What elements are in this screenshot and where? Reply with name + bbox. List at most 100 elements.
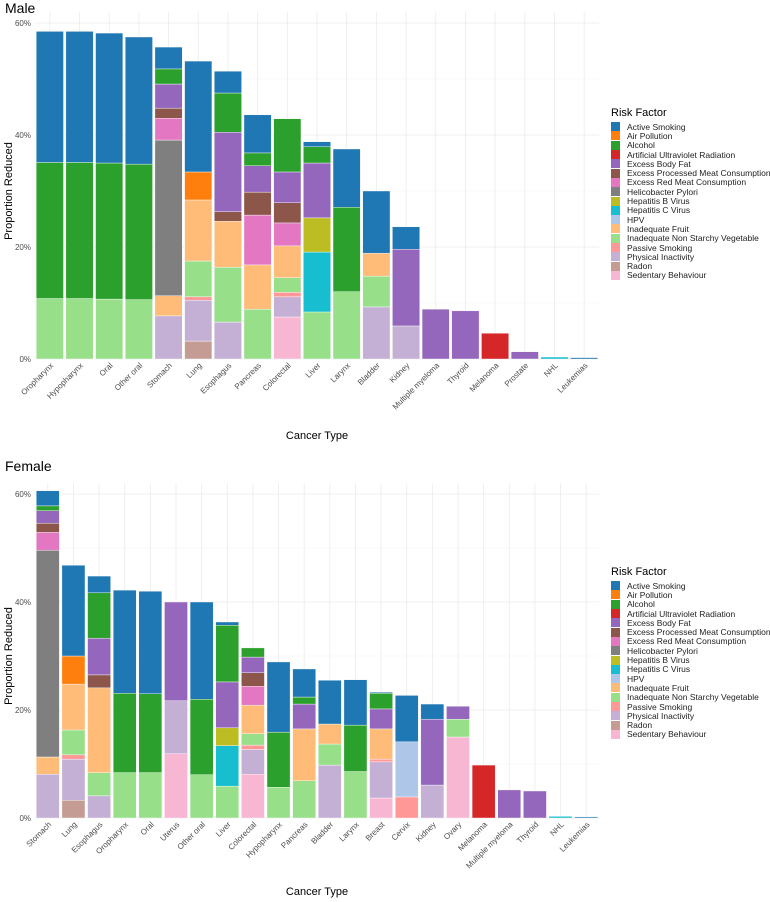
bar-segment-body-fat[interactable]	[303, 162, 331, 219]
bar-segment-body-fat[interactable]	[292, 703, 316, 730]
bar-segment-active-smoking[interactable]	[138, 590, 163, 694]
bar-segment-active-smoking[interactable]	[343, 679, 368, 726]
bar-segment-active-smoking[interactable]	[362, 190, 391, 254]
bar-segment-fruit[interactable]	[292, 728, 316, 781]
bar-oral[interactable]	[138, 590, 163, 819]
bar-prostate[interactable]	[510, 351, 539, 360]
bar-multiple-myeloma[interactable]	[497, 789, 522, 819]
bar-segment-radon[interactable]	[184, 340, 213, 360]
bar-segment-hep-b[interactable]	[303, 217, 331, 253]
bar-segment-fruit[interactable]	[214, 221, 242, 268]
bar-cervix[interactable]	[394, 695, 419, 819]
bar-segment-active-smoking[interactable]	[570, 357, 599, 360]
bar-segment-active-smoking[interactable]	[36, 490, 60, 507]
bar-segment-alcohol[interactable]	[214, 92, 242, 133]
bar-segment-fruit[interactable]	[318, 723, 342, 745]
bar-segment-veg[interactable]	[35, 298, 64, 360]
bar-lung[interactable]	[61, 565, 86, 819]
bar-segment-fruit[interactable]	[36, 756, 60, 775]
bar-bladder[interactable]	[318, 680, 342, 819]
bar-segment-body-fat[interactable]	[36, 510, 60, 524]
bar-esophagus[interactable]	[87, 575, 111, 819]
bar-segment-passive-smoking[interactable]	[273, 292, 302, 298]
bar-segment-alcohol[interactable]	[112, 693, 137, 773]
bar-segment-active-smoking[interactable]	[292, 668, 316, 698]
bar-segment-veg[interactable]	[343, 771, 368, 819]
bar-segment-active-smoking[interactable]	[394, 695, 419, 743]
bar-leukemias[interactable]	[574, 816, 598, 819]
bar-stomach[interactable]	[154, 46, 183, 360]
bar-segment-alcohol[interactable]	[125, 163, 153, 300]
bar-segment-hep-c[interactable]	[215, 745, 240, 787]
bar-segment-fruit[interactable]	[362, 252, 391, 277]
bar-segment-veg[interactable]	[61, 729, 86, 756]
bar-segment-inactivity[interactable]	[87, 795, 111, 819]
bar-segment-alcohol[interactable]	[36, 505, 60, 511]
bar-segment-red-meat[interactable]	[243, 214, 272, 266]
bar-segment-fruit[interactable]	[241, 704, 265, 734]
bar-segment-inactivity[interactable]	[214, 321, 242, 360]
bar-liver[interactable]	[215, 621, 240, 819]
bar-segment-active-smoking[interactable]	[154, 46, 183, 70]
bar-segment-veg[interactable]	[87, 772, 111, 797]
bar-segment-fruit[interactable]	[87, 687, 111, 773]
bar-hypopharynx[interactable]	[266, 661, 291, 819]
bar-segment-active-smoking[interactable]	[95, 32, 124, 164]
bar-segment-alcohol[interactable]	[332, 207, 361, 293]
bar-segment-sedentary[interactable]	[446, 736, 470, 819]
bar-segment-body-fat[interactable]	[154, 83, 183, 109]
bar-segment-processed-meat[interactable]	[214, 211, 242, 222]
bar-segment-active-smoking[interactable]	[65, 31, 94, 163]
bar-segment-body-fat[interactable]	[523, 790, 547, 819]
bar-segment-active-smoking[interactable]	[420, 703, 445, 720]
bar-segment-alcohol[interactable]	[303, 146, 331, 164]
bar-larynx[interactable]	[332, 148, 361, 360]
bar-segment-alcohol[interactable]	[95, 162, 124, 300]
bar-segment-alcohol[interactable]	[35, 162, 64, 299]
bar-segment-alcohol[interactable]	[154, 68, 183, 85]
bar-segment-active-smoking[interactable]	[61, 565, 86, 657]
bar-segment-active-smoking[interactable]	[112, 589, 137, 694]
bar-segment-alcohol[interactable]	[87, 592, 111, 639]
bar-segment-body-fat[interactable]	[451, 310, 480, 360]
bar-thyroid[interactable]	[523, 790, 547, 819]
bar-segment-veg[interactable]	[332, 291, 361, 360]
bar-segment-passive-smoking[interactable]	[241, 744, 265, 750]
bar-segment-body-fat[interactable]	[392, 249, 420, 327]
bar-segment-inactivity[interactable]	[241, 749, 265, 775]
bar-other-oral[interactable]	[189, 601, 214, 819]
bar-segment-radon[interactable]	[61, 799, 86, 819]
bar-multiple-myeloma[interactable]	[421, 308, 450, 360]
bar-segment-veg[interactable]	[112, 772, 137, 819]
bar-segment-hep-c[interactable]	[548, 816, 573, 819]
bar-segment-fruit[interactable]	[369, 728, 393, 760]
bar-segment-active-smoking[interactable]	[215, 621, 240, 626]
bar-segment-fruit[interactable]	[61, 683, 86, 731]
bar-segment-inactivity[interactable]	[392, 325, 420, 360]
bar-segment-active-smoking[interactable]	[369, 691, 393, 694]
bar-kidney[interactable]	[392, 226, 420, 360]
bar-segment-hpv[interactable]	[394, 741, 419, 798]
bar-segment-uv[interactable]	[481, 333, 509, 360]
bar-segment-active-smoking[interactable]	[125, 36, 153, 165]
bar-segment-passive-smoking[interactable]	[369, 758, 393, 763]
bar-stomach[interactable]	[36, 490, 60, 819]
bar-segment-active-smoking[interactable]	[303, 141, 331, 147]
bar-nhl[interactable]	[540, 356, 569, 360]
bar-oral[interactable]	[95, 32, 124, 360]
bar-bladder[interactable]	[362, 190, 391, 360]
bar-segment-veg[interactable]	[241, 733, 265, 746]
bar-segment-body-fat[interactable]	[164, 601, 188, 702]
bar-segment-veg[interactable]	[446, 718, 470, 738]
bar-segment-active-smoking[interactable]	[332, 148, 361, 208]
bar-segment-processed-meat[interactable]	[241, 672, 265, 687]
bar-segment-body-fat[interactable]	[446, 706, 470, 720]
bar-oropharynx[interactable]	[112, 589, 137, 819]
bar-segment-body-fat[interactable]	[87, 637, 111, 676]
bar-lung[interactable]	[184, 60, 213, 360]
bar-segment-sedentary[interactable]	[164, 753, 188, 819]
bar-melanoma[interactable]	[481, 333, 509, 360]
bar-segment-alcohol[interactable]	[65, 162, 94, 299]
bar-segment-active-smoking[interactable]	[318, 680, 342, 725]
bar-segment-sedentary[interactable]	[273, 316, 302, 360]
